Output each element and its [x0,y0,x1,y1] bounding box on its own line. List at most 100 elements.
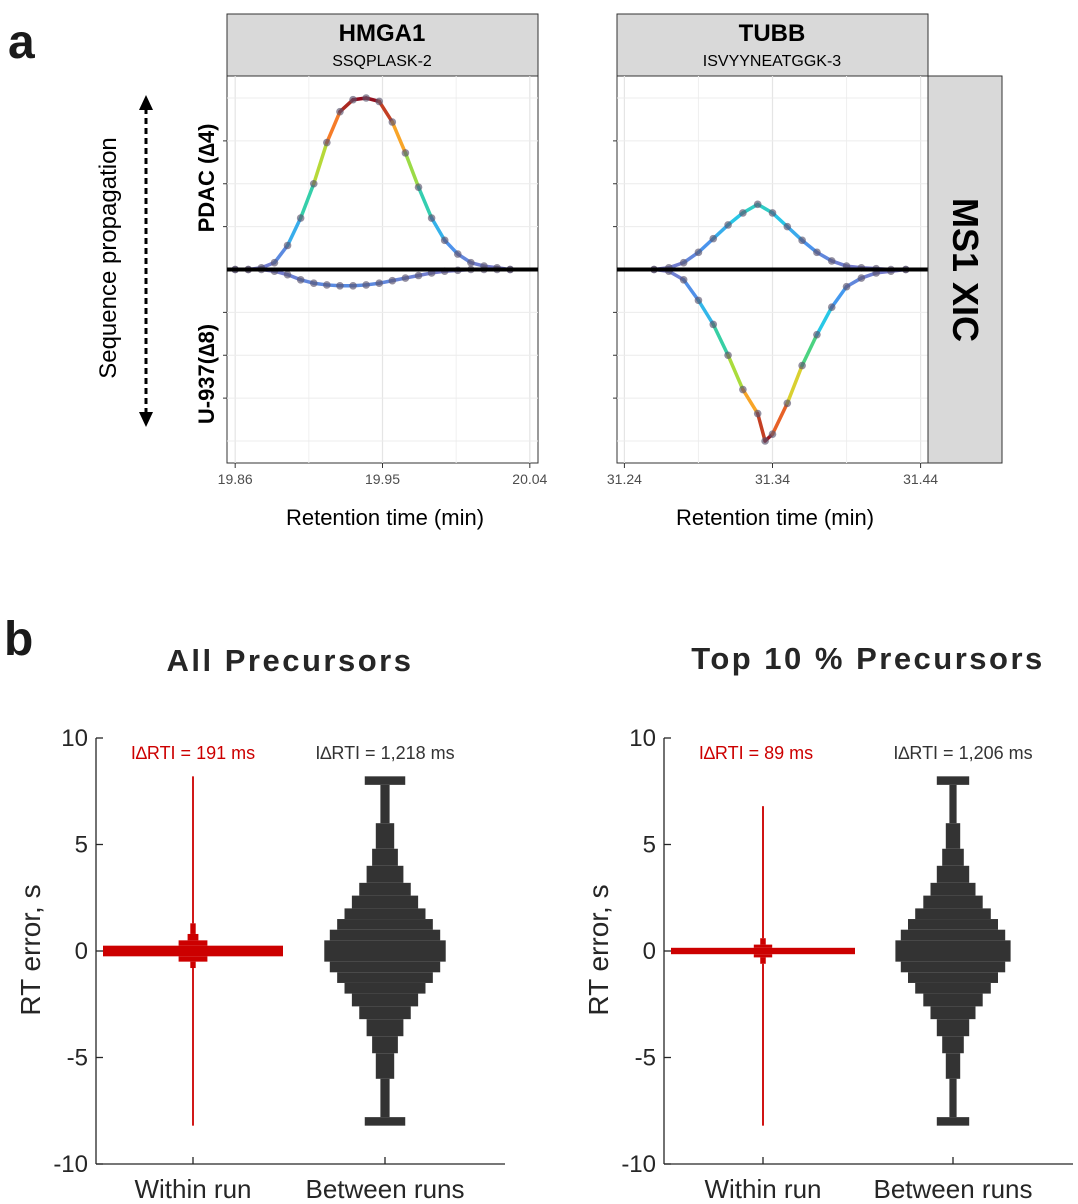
histogram-bin [945,1053,961,1079]
histogram-bin [915,982,991,994]
xic-point [798,236,806,245]
histogram-bin [375,1053,395,1079]
xic-point [401,274,410,282]
x-axis-title-tubb: Retention time (min) [676,505,874,530]
y-axis-title-right: RT error, s [583,884,614,1015]
y-tick-label: 5 [75,832,88,859]
xic-line-segment [741,387,760,416]
histogram-bin [380,1078,390,1118]
xic-point [739,385,747,394]
y-tick-label: -5 [67,1045,88,1072]
xic-point [427,214,436,222]
histogram-bin [329,961,441,973]
x-axis-tubb: 31.24 31.34 31.44 [607,463,938,487]
title-all-precursors: All Precursors [167,643,414,678]
xic-point [842,282,851,291]
y-tick-label: -5 [635,1045,656,1072]
x-tick-label: 31.24 [607,471,642,487]
histogram-bin [366,865,404,883]
histogram-bin [760,957,766,964]
histogram-bin [324,940,446,962]
histogram-bin [344,908,426,920]
xic-point [739,209,747,217]
xic-line-segment [285,216,303,248]
strip-hmga1: HMGA1 SSQPLASK-2 [226,13,539,77]
xic-point [857,274,866,282]
histogram-bin [359,882,411,896]
xic-point [467,258,475,267]
xic-line-segment [726,353,745,392]
xic-point [724,351,732,360]
xic-line-segment [298,182,316,220]
histogram-bin [930,1006,976,1020]
xic-point [813,330,821,339]
plot-area-hmga1 [223,75,539,464]
histogram-bin [372,1036,398,1054]
sequence-propagation-arrow [139,95,153,427]
facet-strip-ms1-xic: MS1 XIC [927,75,1003,464]
xic-point [336,107,344,116]
histogram-bin [900,961,1006,973]
xic-point [453,250,462,258]
histogram-bin [366,1019,404,1037]
histogram-bin [190,923,196,934]
xic-line-segment [696,298,716,327]
xic-point [309,279,318,288]
xic-line-segment [403,151,421,189]
annotation-between-runs-top10: I∆RTI = 1,206 ms [893,743,1032,763]
histogram-bin [930,882,976,896]
histogram-bin [908,919,998,930]
x-category-label: Between runs [874,1174,1033,1204]
x-category-label: Within run [704,1174,821,1204]
y-tick-label: 10 [61,725,88,752]
xic-point [375,279,384,288]
histogram-bin [344,982,426,994]
xic-line-segment [755,411,767,443]
histogram-bin [936,865,970,883]
xic-line-segment [377,99,395,124]
xic-point [362,281,370,289]
xic-point [783,399,792,408]
xic-point [694,296,703,305]
xic-line-segment [785,363,804,406]
x-axis-title-hmga1: Retention time (min) [286,505,484,530]
strip-subtitle-tubb: ISVYYNEATGGK-3 [703,53,842,70]
xic-point [401,149,410,157]
xic-point [388,276,397,285]
x-tick-label: 20.04 [512,471,547,487]
y-tick-label: -10 [53,1151,88,1178]
xic-line-segment [800,332,819,368]
xic-point [827,257,836,265]
y-tick-label: -10 [621,1151,656,1178]
histogram-bin [364,1117,406,1126]
xic-point [753,409,762,418]
histogram-bin [372,848,398,866]
histogram-bin [762,963,764,1126]
xic-point [694,248,703,257]
xic-point [414,183,423,191]
xic-point [724,221,732,229]
y-tick-label: 10 [629,725,656,752]
row-label-u937: U-937(∆8) [194,324,219,424]
panel-b-letter: b [4,613,33,666]
histogram-bin [908,972,998,983]
histogram-bin [351,993,419,1007]
xic-line-segment [325,109,342,145]
x-axis-hmga1: 19.86 19.95 20.04 [218,463,548,487]
xic-line-segment [429,216,447,243]
histogram-bin [753,954,773,958]
histogram-bin [895,940,1011,962]
histogram-bin [942,1036,964,1054]
xic-line-segment [681,278,701,303]
histogram-bin [103,945,283,957]
xic-point [336,281,344,290]
xic-point [362,94,370,102]
histogram-bin [936,776,970,785]
histogram-bin [949,784,957,824]
xic-point [679,258,688,267]
xic-point [414,271,423,280]
strip-title-tubb: TUBB [739,20,806,47]
histogram-bin [671,947,855,955]
xic-point [440,236,449,245]
